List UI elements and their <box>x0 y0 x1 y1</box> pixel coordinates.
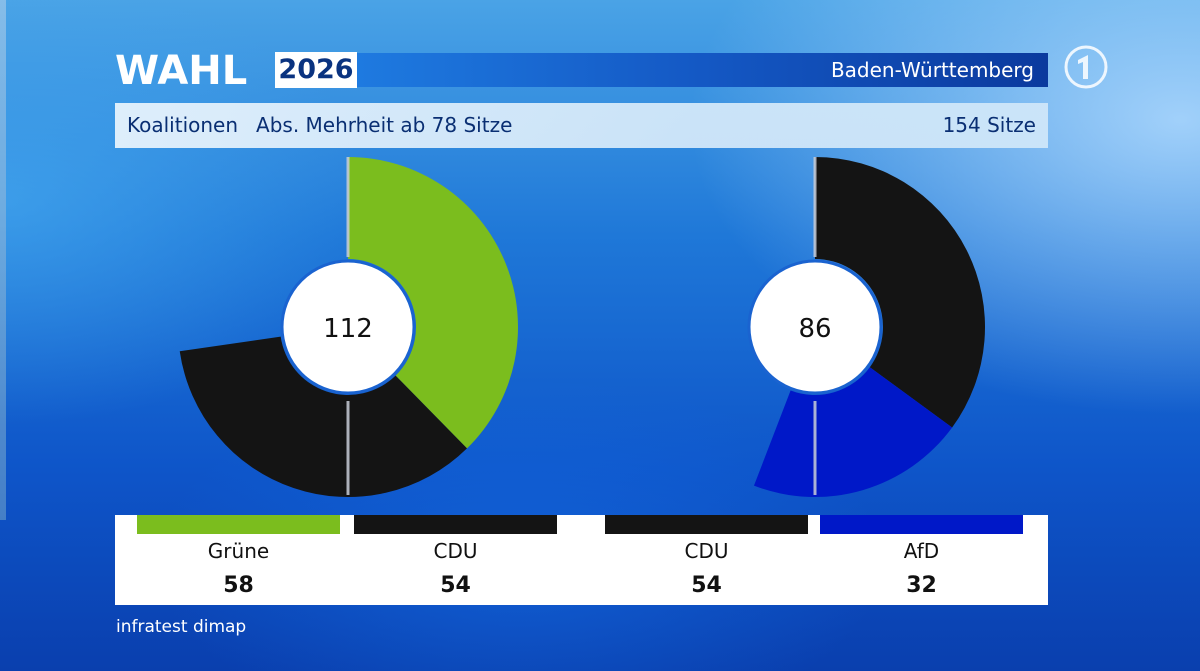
party-color-bar <box>137 515 340 534</box>
seat-column-2-cdu: CDU 54 <box>605 515 808 605</box>
coalition-2-center-disk <box>747 259 883 395</box>
region-label: Baden-Württemberg <box>830 58 1034 82</box>
total-seats-label: 154 Sitze <box>942 113 1036 137</box>
screen-edge-bezel <box>0 0 6 520</box>
year-badge: 2026 <box>275 52 357 88</box>
wahl-wordmark: WAHL <box>115 48 248 94</box>
coalition-1-center-disk <box>280 259 416 395</box>
coalition-2-segment-cdu <box>815 157 985 428</box>
ard-one-logo-icon <box>1064 45 1108 89</box>
coalition-2-segment-afd <box>753 367 953 498</box>
party-name: Grüne <box>207 539 270 563</box>
header: WAHL 2026 Baden-Württemberg <box>115 48 1048 94</box>
source-label: infratest dimap <box>116 617 247 637</box>
coalition-1-segment-grne <box>348 157 519 449</box>
seat-column-2-afd: AfD 32 <box>820 515 1023 605</box>
subheader-left: Koalitionen Abs. Mehrheit ab 78 Sitze <box>127 103 512 148</box>
majority-label: Abs. Mehrheit ab 78 Sitze <box>256 113 513 137</box>
party-color-bar <box>354 515 557 534</box>
region-bar: Baden-Württemberg <box>357 53 1048 87</box>
seat-table: Grüne 58 CDU 54 CDU 54 AfD 32 <box>115 515 1048 605</box>
party-seats: 32 <box>906 573 937 598</box>
coalitions-label: Koalitionen <box>127 113 239 137</box>
party-name: AfD <box>903 539 940 563</box>
party-seats: 54 <box>691 573 722 598</box>
coalition-1-total-label: 112 <box>323 314 373 344</box>
seat-column-1-cdu: CDU 54 <box>354 515 557 605</box>
subheader-bar: Koalitionen Abs. Mehrheit ab 78 Sitze 154… <box>115 103 1048 148</box>
party-color-bar <box>820 515 1023 534</box>
seat-column-1-grne: Grüne 58 <box>137 515 340 605</box>
party-seats: 58 <box>223 573 254 598</box>
party-seats: 54 <box>440 573 471 598</box>
party-name: CDU <box>684 539 729 563</box>
party-color-bar <box>605 515 808 534</box>
coalition-1-segment-cdu <box>179 336 467 498</box>
year-label: 2026 <box>278 54 354 85</box>
party-name: CDU <box>433 539 478 563</box>
coalition-2-total-label: 86 <box>798 314 831 344</box>
